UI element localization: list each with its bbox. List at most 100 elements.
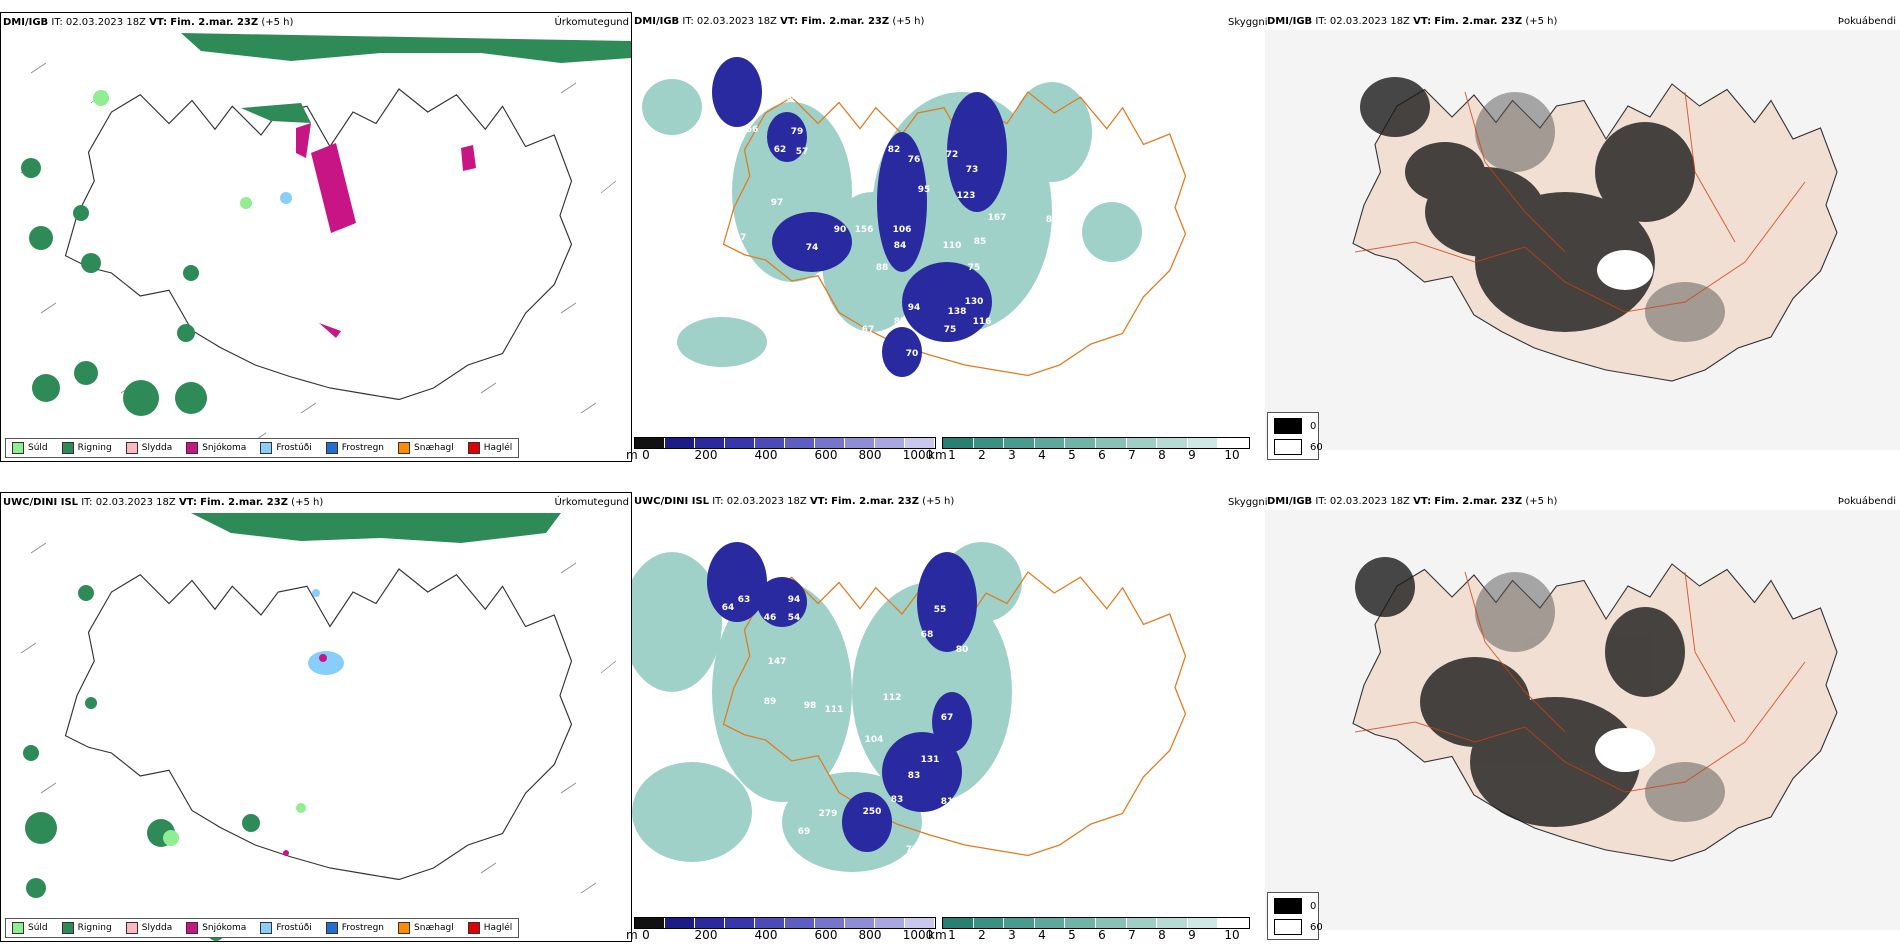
fog-panel-top: DMI/IGB IT: 02.03.2023 18Z VT: Fim. 2.ma…	[1265, 12, 1900, 462]
precip-panel-bottom: UWC/DINI ISL IT: 02.03.2023 18Z VT: Fim.…	[0, 492, 632, 942]
cloud-label: 66	[746, 125, 759, 135]
colorbar-unit: km	[928, 448, 947, 462]
cloud-label: 53	[1098, 155, 1111, 165]
legend-item: Rigning	[61, 442, 112, 454]
cloud-label: 97	[771, 198, 784, 208]
cloud-label: 84	[786, 93, 799, 103]
visibility-colorbar: km 1 2 3 4 5 6 7 8 9 10	[928, 917, 1250, 943]
colorbar-tick: 200	[694, 448, 718, 462]
cloud-base-map: 78 84 66 79 62 57 79 97 107 74 90 156 88…	[642, 57, 1187, 393]
colorbar-tick: 200	[694, 928, 718, 942]
panel-variable-title: Þokuábendi	[1837, 16, 1896, 27]
fog-map	[1265, 30, 1900, 450]
colorbar-tick: 4	[1038, 928, 1046, 942]
rain-area	[191, 513, 561, 543]
rain-area	[181, 33, 631, 63]
cloud-label: 131	[921, 755, 940, 765]
cloud-label: 104	[865, 735, 884, 745]
cloud-base-colorbar: m 0 200 400 600 800 1000	[626, 437, 936, 463]
colorbar-tick: 8	[1158, 928, 1166, 942]
cloud-label: 87	[1046, 215, 1059, 225]
cloud-label: 222	[798, 341, 817, 351]
cloud-label: 74	[806, 243, 819, 253]
legend-item: Súld	[12, 442, 48, 454]
legend-item: Frostúði	[260, 922, 312, 934]
precip-type-map	[20, 513, 617, 941]
legend-item: Snjókoma	[186, 922, 246, 934]
precip-type-legend: Súld Rigning Slydda Snjókoma Frostúði Fr…	[5, 918, 520, 938]
cloud-label: 68	[921, 630, 934, 640]
panel-variable-title: Úrkomutegund	[554, 17, 629, 28]
fog-map	[1265, 510, 1900, 930]
cloud-label: 57	[796, 147, 809, 157]
cloud-base-colorbar: m 0 200 400 600 800 1000	[626, 917, 936, 943]
legend-item: Snæhagl	[398, 922, 454, 934]
rain-area	[241, 103, 311, 123]
cloud-label: 250	[863, 807, 882, 817]
colorbar-tick: 2	[978, 928, 986, 942]
panel-variable-title: Úrkomutegund	[554, 497, 629, 508]
colorbar-tick: 7	[1128, 448, 1136, 462]
cloud-label: 69	[798, 827, 811, 837]
visibility-title: Skyggni	[1228, 497, 1268, 508]
colorbar-tick: 9	[1188, 928, 1196, 942]
cloud-label: 73	[966, 165, 979, 175]
fog-legend-light: 60	[1310, 921, 1323, 933]
cloud-label: 167	[988, 213, 1007, 223]
snow-area	[296, 123, 311, 158]
fog-legend-dark: 0	[1310, 420, 1317, 432]
precip-type-legend: Súld Rigning Slydda Snjókoma Frostúði Fr…	[5, 438, 520, 458]
cloud-label: 55	[934, 605, 947, 615]
cloud-label: 262	[778, 343, 797, 353]
cloud-label: 79	[721, 140, 734, 150]
colorbar-tick: 5	[1068, 928, 1076, 942]
cloud-label: 94	[788, 595, 801, 605]
cloud-base-map: 63 64 94 46 54 147 160 89 98 111 112 80 …	[632, 542, 1187, 872]
colorbar-tick: 800	[858, 928, 882, 942]
colorbar-tick: 10	[1224, 928, 1240, 942]
legend-item: Súld	[12, 922, 48, 934]
fog-legend: 0 60	[1267, 412, 1323, 460]
panel-title: UWC/DINI ISL IT: 02.03.2023 18Z VT: Fim.…	[634, 496, 955, 507]
panel-title: DMI/IGB IT: 02.03.2023 18Z VT: Fim. 2.ma…	[3, 17, 294, 28]
cloud-label: 79	[791, 127, 804, 137]
colorbar-unit: m	[626, 928, 638, 942]
colorbar-tick: 600	[814, 928, 838, 942]
cloud-panel-bottom: UWC/DINI ISL IT: 02.03.2023 18Z VT: Fim.…	[626, 492, 1268, 943]
cloud-label: 116	[973, 317, 992, 327]
legend-item: Frostúði	[260, 442, 312, 454]
cloud-label: 130	[965, 297, 984, 307]
cloud-label: 88	[876, 263, 889, 273]
colorbar-tick: 800	[858, 448, 882, 462]
snow-area	[461, 145, 476, 171]
colorbar-tick: 8	[1158, 448, 1166, 462]
colorbar-tick: 3	[1008, 928, 1016, 942]
colorbar-tick: 5	[1068, 448, 1076, 462]
visibility-colorbar: km 1 2 3 4 5 6 7 8 9 10	[928, 437, 1250, 463]
panel-title: UWC/DINI ISL IT: 02.03.2023 18Z VT: Fim.…	[3, 497, 324, 508]
colorbar-tick: 9	[1188, 448, 1196, 462]
legend-item: Snjókoma	[186, 442, 246, 454]
cloud-label: 75	[944, 325, 957, 335]
colorbar-tick: 400	[754, 448, 778, 462]
fog-legend: 0 60	[1267, 892, 1323, 940]
cloud-label: 112	[883, 693, 902, 703]
snow-area	[319, 323, 341, 338]
cloud-label: 107	[728, 233, 747, 243]
colorbar-tick: 7	[1128, 928, 1136, 942]
cloud-label: 111	[825, 705, 844, 715]
cloud-label: 106	[963, 807, 982, 817]
cloud-label: 72	[946, 150, 959, 160]
colorbar-unit: m	[626, 448, 638, 462]
precip-type-map	[20, 33, 631, 444]
fog-legend-light: 60	[1310, 441, 1323, 453]
colorbar-tick: 600	[814, 448, 838, 462]
colorbar-tick: 0	[642, 448, 650, 462]
panel-title: DMI/IGB IT: 02.03.2023 18Z VT: Fim. 2.ma…	[634, 16, 925, 27]
cloud-label: 74	[928, 861, 941, 871]
cloud-label: 147	[768, 657, 787, 667]
cloud-label: 77	[906, 845, 919, 855]
cloud-label: 279	[819, 809, 838, 819]
cloud-label: 80	[956, 645, 969, 655]
cloud-label: 110	[943, 241, 962, 251]
